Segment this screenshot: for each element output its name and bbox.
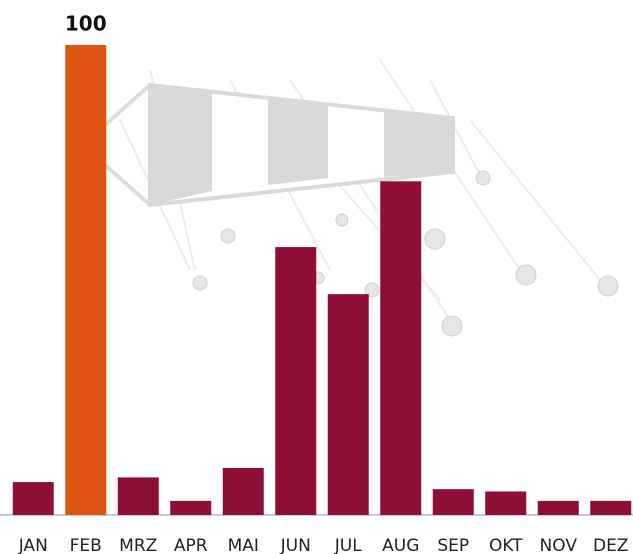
x-tick-label: JUN [280, 536, 311, 554]
x-tick-label: SEP [437, 536, 469, 554]
x-tick-label: AUG [382, 536, 419, 554]
x-tick-label: FEB [70, 536, 102, 554]
bar [12, 482, 54, 515]
x-tick-label: NOV [540, 536, 578, 554]
x-tick-label: JAN [18, 536, 48, 554]
x-tick-label: APR [174, 536, 208, 554]
x-tick-label: MAI [228, 536, 259, 554]
bar [65, 45, 107, 515]
x-tick-label: MRZ [119, 536, 157, 554]
bar [590, 500, 632, 515]
bar [222, 468, 264, 515]
x-tick-label: OKT [489, 536, 523, 554]
windsock-illustration [103, 59, 619, 337]
bar [117, 477, 159, 515]
x-tick-label: DEZ [593, 536, 628, 554]
bar [170, 500, 212, 515]
bar [485, 491, 527, 515]
x-tick-label: JUL [334, 536, 362, 554]
value-label: 100 [65, 12, 107, 36]
bar [327, 294, 369, 515]
bar [537, 500, 579, 515]
bar [275, 247, 317, 515]
bar [432, 489, 474, 515]
bar [380, 181, 422, 516]
